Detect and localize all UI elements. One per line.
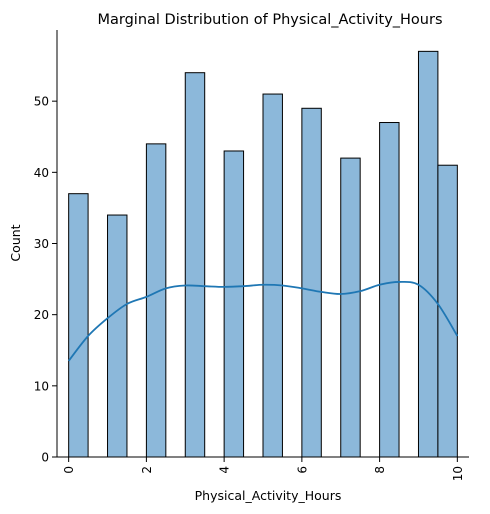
- histogram-bar-3: [184, 72, 206, 458]
- y-axis-label: Count: [8, 224, 23, 261]
- x-ticks: 0 2 4 6 8 10: [62, 457, 465, 481]
- kde-curve: [67, 280, 459, 362]
- histogram-bar-2: [145, 143, 167, 458]
- histogram-bar-0: [68, 193, 89, 458]
- x-axis-label: Physical_Activity_Hours: [195, 488, 342, 503]
- histogram-bar-8: [379, 122, 400, 458]
- y-ticks: 0 10 20 30 40 50: [34, 95, 57, 465]
- y-tick-label-2: 20: [34, 308, 49, 322]
- histogram-bar-9: [417, 50, 439, 458]
- y-tick-label-5: 50: [34, 95, 49, 109]
- x-tick-label-0: 0: [62, 466, 76, 474]
- histogram-bar-4: [223, 150, 245, 458]
- x-tick-label-1: 2: [140, 466, 154, 474]
- bars-group: [68, 50, 458, 458]
- x-tick-label-3: 6: [295, 466, 309, 474]
- y-tick-label-1: 10: [34, 379, 49, 393]
- histogram-bar-6: [301, 107, 322, 458]
- histogram-bar-1: [107, 214, 128, 458]
- histogram-bar-10: [437, 164, 458, 458]
- y-tick-label-4: 40: [34, 166, 49, 180]
- y-tick-label-0: 0: [41, 451, 49, 465]
- histogram-bar-5: [262, 93, 283, 458]
- y-tick-label-3: 30: [34, 237, 49, 251]
- histogram-bar-7: [340, 157, 361, 458]
- x-tick-label-2: 4: [218, 466, 232, 474]
- chart-title: Marginal Distribution of Physical_Activi…: [97, 12, 442, 28]
- x-tick-label-5: 10: [451, 466, 465, 481]
- x-tick-label-4: 8: [373, 466, 387, 474]
